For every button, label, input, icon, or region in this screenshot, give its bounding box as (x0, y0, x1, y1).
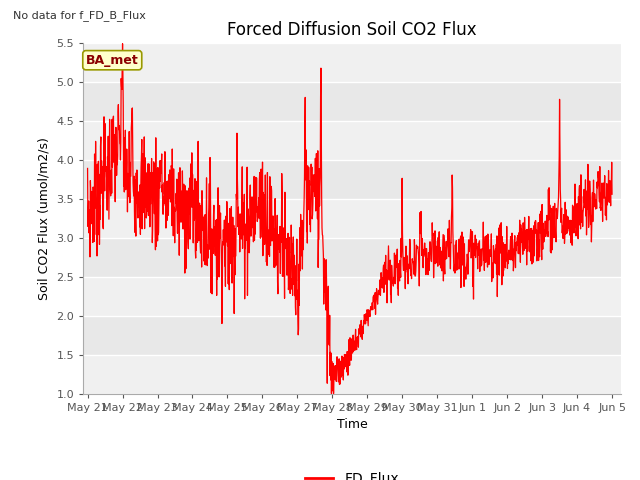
Legend: FD_Flux: FD_Flux (300, 467, 404, 480)
Text: No data for f_FD_B_Flux: No data for f_FD_B_Flux (13, 11, 146, 22)
X-axis label: Time: Time (337, 418, 367, 431)
Bar (83, 82, 621, 121)
Bar (83, 355, 621, 394)
Text: BA_met: BA_met (86, 54, 139, 67)
Bar (83, 199, 621, 238)
Title: Forced Diffusion Soil CO2 Flux: Forced Diffusion Soil CO2 Flux (227, 21, 477, 39)
Y-axis label: Soil CO2 Flux (umol/m2/s): Soil CO2 Flux (umol/m2/s) (38, 137, 51, 300)
Bar (83, 277, 621, 316)
Bar (83, 160, 621, 199)
Bar (83, 316, 621, 355)
Bar (83, 238, 621, 277)
Bar (83, 43, 621, 82)
Bar (83, 121, 621, 160)
